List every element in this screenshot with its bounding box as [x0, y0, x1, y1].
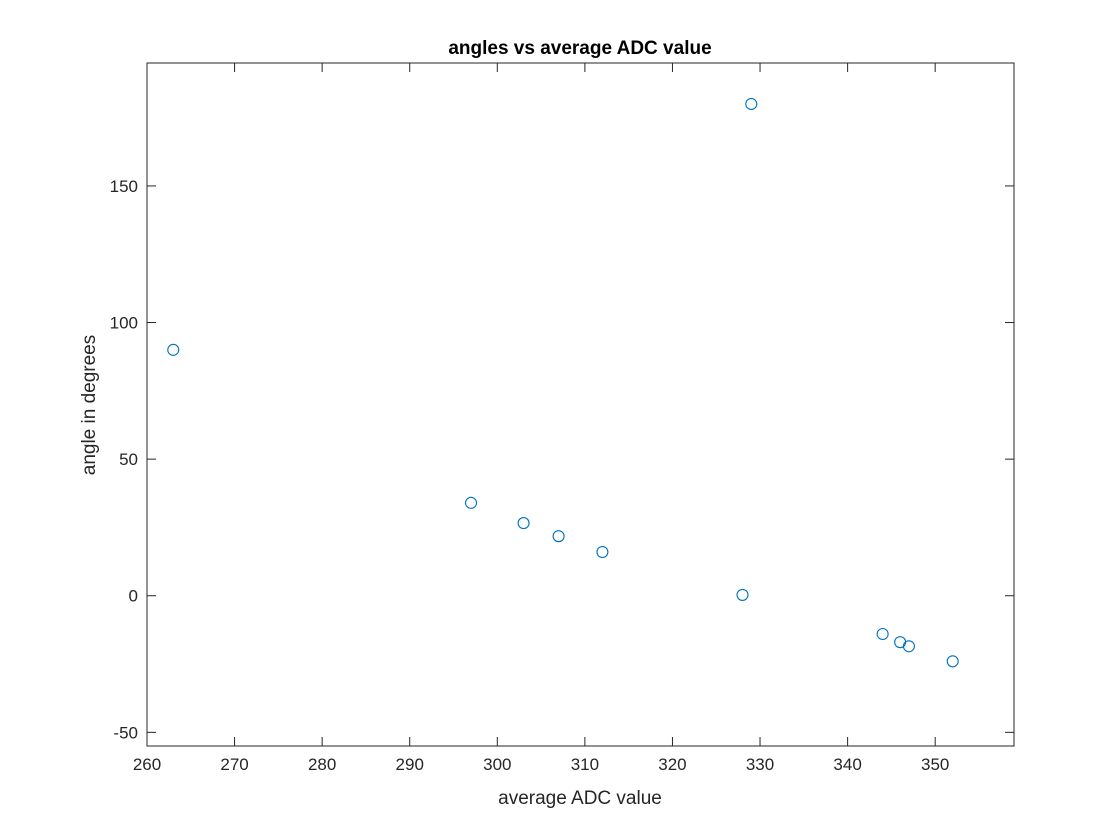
y-tick-label: -50	[113, 723, 138, 742]
x-tick-label: 260	[133, 755, 161, 774]
x-tick-label: 340	[833, 755, 861, 774]
plot-frame	[146, 62, 1015, 747]
x-tick-label: 290	[396, 755, 424, 774]
data-point	[902, 640, 915, 653]
x-tick-label: 350	[921, 755, 949, 774]
data-point	[736, 588, 749, 601]
y-tick-label: 150	[110, 177, 138, 196]
data-point	[517, 517, 530, 530]
data-point	[946, 655, 959, 668]
y-tick-label: 0	[129, 587, 138, 606]
data-point	[464, 496, 478, 509]
chart-title: angles vs average ADC value	[448, 38, 711, 59]
y-axis-label: angle in degrees	[79, 335, 100, 476]
x-tick-label: 280	[308, 755, 336, 774]
data-point	[167, 343, 180, 356]
x-tick-label: 320	[658, 755, 686, 774]
data-point	[876, 627, 889, 641]
data-point	[552, 530, 565, 543]
data-point	[745, 97, 758, 111]
x-tick-label: 270	[220, 755, 248, 774]
data-points	[167, 97, 959, 668]
x-axis-label: average ADC value	[498, 788, 662, 809]
x-tick-label: 300	[483, 755, 511, 774]
axis-ticks: 260 270 280 290 300 310 320 330 340 350 -50 0 50 100 1…	[110, 63, 1014, 774]
x-tick-label: 330	[746, 755, 774, 774]
x-tick-label: 310	[571, 755, 599, 774]
y-tick-label: 50	[119, 450, 138, 469]
y-tick-label: 100	[110, 314, 138, 333]
data-point	[596, 545, 609, 559]
